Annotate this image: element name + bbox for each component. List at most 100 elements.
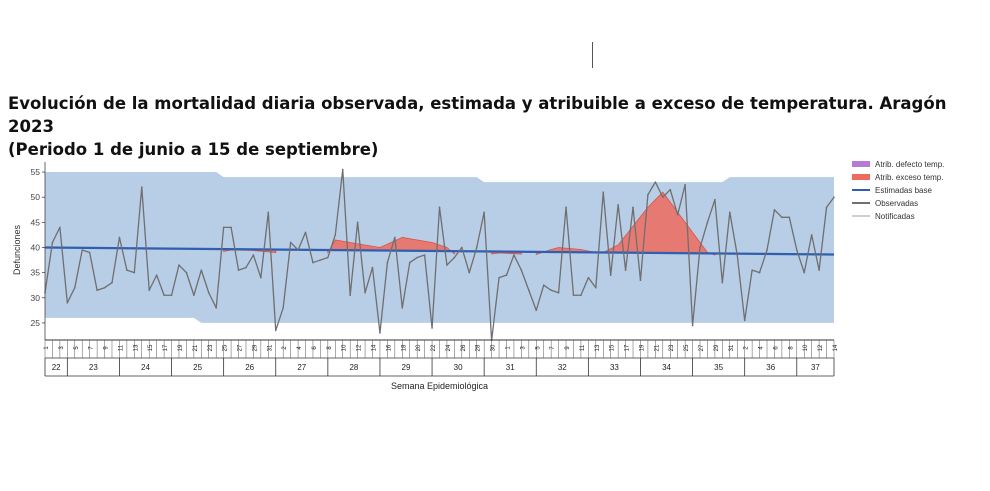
observed-point xyxy=(371,266,374,269)
x-day-label: 21 xyxy=(654,344,660,351)
observed-point xyxy=(520,269,523,271)
x-week-label: 25 xyxy=(193,363,202,372)
observed-point xyxy=(714,198,716,201)
x-day-label: 28 xyxy=(476,344,482,351)
observed-point xyxy=(379,332,381,334)
x-day-label: 2 xyxy=(744,346,750,350)
x-week-label: 35 xyxy=(714,363,723,372)
x-day-label: 29 xyxy=(252,344,258,351)
observed-point xyxy=(356,221,359,224)
observed-point xyxy=(654,181,657,183)
observed-point xyxy=(170,294,173,297)
x-day-label: 3 xyxy=(59,346,65,350)
x-day-label: 14 xyxy=(833,344,839,351)
x-day-label: 17 xyxy=(163,344,169,351)
observed-point xyxy=(163,294,165,297)
observed-point xyxy=(408,261,411,264)
observed-point xyxy=(624,269,627,271)
x-day-label: 6 xyxy=(312,346,318,350)
observed-point xyxy=(230,226,232,229)
x-day-label: 7 xyxy=(89,346,95,350)
x-day-label: 20 xyxy=(416,344,422,351)
y-tick-label: 25 xyxy=(31,318,41,328)
observed-point xyxy=(721,281,724,284)
x-week-label: 34 xyxy=(662,363,671,372)
x-day-label: 15 xyxy=(148,344,154,351)
x-day-label: 25 xyxy=(684,344,690,351)
observed-point xyxy=(758,271,761,274)
observed-point xyxy=(446,264,448,266)
x-week-label: 22 xyxy=(52,363,61,372)
observed-point xyxy=(148,289,151,292)
observed-point xyxy=(267,211,270,214)
x-week-label: 24 xyxy=(141,363,150,372)
x-week-label: 26 xyxy=(245,363,254,372)
observed-point xyxy=(140,186,143,188)
x-day-label: 18 xyxy=(401,344,407,351)
x-day-label: 8 xyxy=(788,346,794,350)
x-week-label: 27 xyxy=(297,363,306,372)
observed-point xyxy=(81,249,84,251)
observed-point xyxy=(587,276,590,279)
observed-point xyxy=(803,271,806,274)
legend-item-label: Estimadas base xyxy=(875,186,932,195)
observed-point xyxy=(572,294,575,297)
observed-point xyxy=(825,206,828,209)
x-week-label: 28 xyxy=(349,363,358,372)
chart-title: Evolución de la mortalidad diaria observ… xyxy=(8,94,947,159)
observed-point xyxy=(334,234,337,236)
x-day-label: 27 xyxy=(238,344,244,351)
observed-point xyxy=(684,183,686,186)
observed-point xyxy=(312,261,314,264)
observed-point xyxy=(155,274,158,276)
observed-point xyxy=(795,249,798,251)
observed-point xyxy=(617,203,619,206)
observed-point xyxy=(751,269,753,271)
observed-point xyxy=(550,289,552,292)
x-day-label: 6 xyxy=(773,346,779,350)
observed-point xyxy=(595,286,597,289)
legend-item-label: Atrib. exceso temp. xyxy=(875,173,943,182)
x-day-label: 15 xyxy=(610,344,616,351)
observed-point xyxy=(602,191,605,193)
observed-point xyxy=(609,274,612,276)
observed-point xyxy=(676,214,679,216)
observed-point xyxy=(438,206,441,209)
observed-point xyxy=(423,254,426,256)
observed-point xyxy=(215,307,217,309)
x-day-label: 10 xyxy=(803,344,809,351)
x-day-label: 1 xyxy=(505,346,511,350)
x-day-label: 11 xyxy=(118,344,124,351)
observed-point xyxy=(260,276,262,279)
observed-point xyxy=(691,324,694,327)
observed-point xyxy=(557,291,560,294)
observed-point xyxy=(252,254,255,256)
x-axis-label: Semana Epidemiológica xyxy=(391,381,488,391)
observed-point xyxy=(222,226,225,229)
x-day-label: 2 xyxy=(282,346,288,350)
observed-point xyxy=(289,241,292,244)
legend-swatch xyxy=(852,174,870,180)
observed-point xyxy=(73,286,76,289)
x-day-label: 23 xyxy=(208,344,214,351)
observed-point xyxy=(833,196,835,198)
observed-point xyxy=(103,286,106,289)
x-day-label: 8 xyxy=(327,346,333,350)
x-day-label: 30 xyxy=(491,344,497,351)
observed-point xyxy=(773,208,776,211)
observed-point xyxy=(542,284,545,286)
legend-item-label: Observadas xyxy=(875,199,918,208)
legend-item-label: Atrib. defecto temp. xyxy=(875,160,944,169)
x-day-label: 1 xyxy=(44,346,50,350)
observed-point xyxy=(498,276,500,279)
x-day-label: 26 xyxy=(461,344,467,351)
y-tick-label: 30 xyxy=(31,293,41,303)
x-week-label: 23 xyxy=(89,363,98,372)
observed-point xyxy=(401,307,404,309)
y-tick-label: 50 xyxy=(31,192,41,202)
x-day-label: 9 xyxy=(104,346,110,350)
observed-point xyxy=(364,291,366,294)
x-day-label: 21 xyxy=(193,344,199,351)
x-day-label: 19 xyxy=(178,344,184,351)
